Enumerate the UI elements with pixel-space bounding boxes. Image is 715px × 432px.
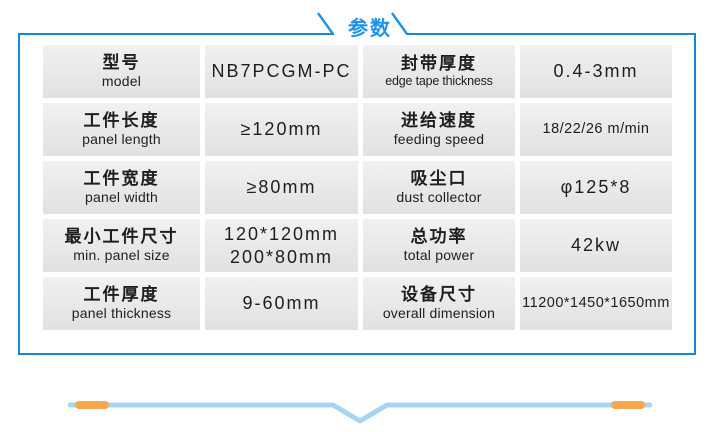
param-label-panel-length: 工件长度 panel length <box>43 103 200 156</box>
param-label-model: 型号 model <box>43 45 200 98</box>
label-en: model <box>101 73 142 90</box>
param-value-model: NB7PCGM-PC <box>205 45 358 98</box>
param-value-panel-thickness: 9-60mm <box>205 277 358 330</box>
label-zh: 总功率 <box>410 227 468 247</box>
label-zh: 设备尺寸 <box>401 285 477 305</box>
label-en: edge tape thickness <box>385 74 493 89</box>
title-ribbon-slashes-icon <box>317 12 408 35</box>
value-text: ≥80mm <box>246 177 317 198</box>
value-text: ≥120mm <box>240 119 323 140</box>
label-zh: 吸尘口 <box>410 169 468 189</box>
divider-ornament-icon <box>68 401 652 424</box>
value-text: 9-60mm <box>242 293 321 314</box>
param-label-overall-dimension: 设备尺寸 overall dimension <box>363 277 515 330</box>
value-text: 0.4-3mm <box>553 61 639 82</box>
param-label-total-power: 总功率 total power <box>363 219 515 272</box>
label-en: min. panel size <box>73 247 170 264</box>
title-border-gap <box>334 30 406 38</box>
param-label-panel-width: 工件宽度 panel width <box>43 161 200 214</box>
param-label-feeding-speed: 进给速度 feeding speed <box>363 103 515 156</box>
param-label-min-panel-size: 最小工件尺寸 min. panel size <box>43 219 200 272</box>
param-value-feeding-speed: 18/22/26 m/min <box>520 103 672 156</box>
label-zh: 工件厚度 <box>83 285 160 305</box>
label-en: panel thickness <box>71 305 172 322</box>
value-text: φ125*8 <box>560 177 632 198</box>
param-value-overall-dimension: 11200*1450*1650mm <box>520 277 672 330</box>
param-label-edge-tape-thickness: 封带厚度 edge tape thickness <box>363 45 515 98</box>
label-zh: 工件宽度 <box>83 169 160 189</box>
label-en: overall dimension <box>382 305 496 322</box>
value-text: 11200*1450*1650mm <box>522 295 670 312</box>
param-label-panel-thickness: 工件厚度 panel thickness <box>43 277 200 330</box>
label-zh: 最小工件尺寸 <box>64 227 179 247</box>
param-value-edge-tape-thickness: 0.4-3mm <box>520 45 672 98</box>
label-zh: 封带厚度 <box>401 54 477 74</box>
value-text-line2: 200*80mm <box>229 246 334 267</box>
value-text: NB7PCGM-PC <box>211 61 352 82</box>
label-en: panel length <box>82 131 161 148</box>
value-text-line1: 120*120mm <box>223 224 340 244</box>
label-en: feeding speed <box>393 131 485 148</box>
value-text: 18/22/26 m/min <box>542 121 650 138</box>
param-value-dust-collector: φ125*8 <box>520 161 672 214</box>
label-en: panel width <box>84 189 159 206</box>
label-zh: 工件长度 <box>83 111 160 131</box>
param-label-dust-collector: 吸尘口 dust collector <box>363 161 515 214</box>
label-en: dust collector <box>396 189 482 206</box>
param-value-panel-width: ≥80mm <box>205 161 358 214</box>
param-value-panel-length: ≥120mm <box>205 103 358 156</box>
label-zh: 型号 <box>102 53 141 73</box>
label-zh: 进给速度 <box>401 111 477 131</box>
param-value-total-power: 42kw <box>520 219 672 272</box>
section-title: 参数 <box>348 18 392 40</box>
spec-table: 型号 model NB7PCGM-PC 封带厚度 edge tape thick… <box>20 35 694 353</box>
value-text: 42kw <box>570 235 622 256</box>
param-value-min-panel-size: 120*120mm 200*80mm <box>205 219 358 272</box>
label-en: total power <box>403 247 475 264</box>
